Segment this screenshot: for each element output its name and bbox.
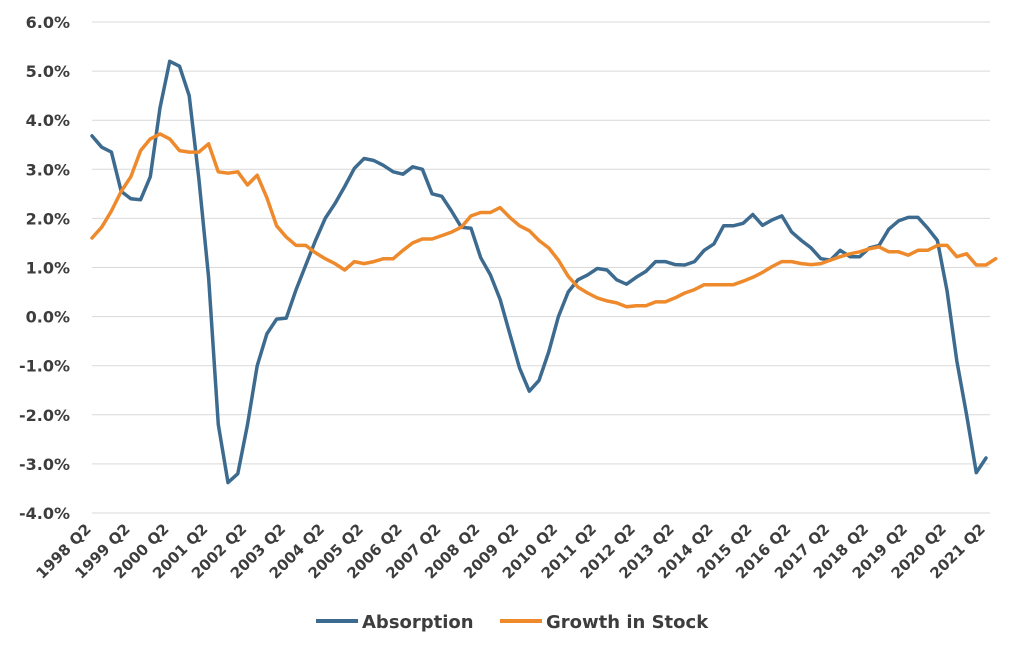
legend: Absorption Growth in Stock <box>316 612 709 633</box>
y-tick-label: -1.0% <box>19 357 70 376</box>
y-tick-label: 1.0% <box>26 259 70 278</box>
legend-label-absorption: Absorption <box>362 612 474 633</box>
y-tick-label: 3.0% <box>26 160 70 179</box>
y-tick-label: 5.0% <box>26 62 70 81</box>
y-tick-label: 2.0% <box>26 209 70 228</box>
y-axis-tick-labels: 6.0% 5.0% 4.0% 3.0% 2.0% 1.0% 0.0% -1.0% -2.0% -3… <box>19 13 70 523</box>
series-lines <box>90 59 998 485</box>
series-line-absorption <box>90 59 988 485</box>
y-tick-label: -2.0% <box>19 406 70 425</box>
gridlines <box>92 21 990 514</box>
y-tick-label: -3.0% <box>19 455 70 474</box>
y-tick-label: 0.0% <box>26 308 70 327</box>
y-tick-label: 4.0% <box>26 111 70 130</box>
series-line-growth-in-stock <box>90 132 998 309</box>
legend-label-growth-in-stock: Growth in Stock <box>546 612 709 633</box>
y-tick-label: -4.0% <box>19 504 70 523</box>
y-tick-label: 6.0% <box>26 13 70 32</box>
